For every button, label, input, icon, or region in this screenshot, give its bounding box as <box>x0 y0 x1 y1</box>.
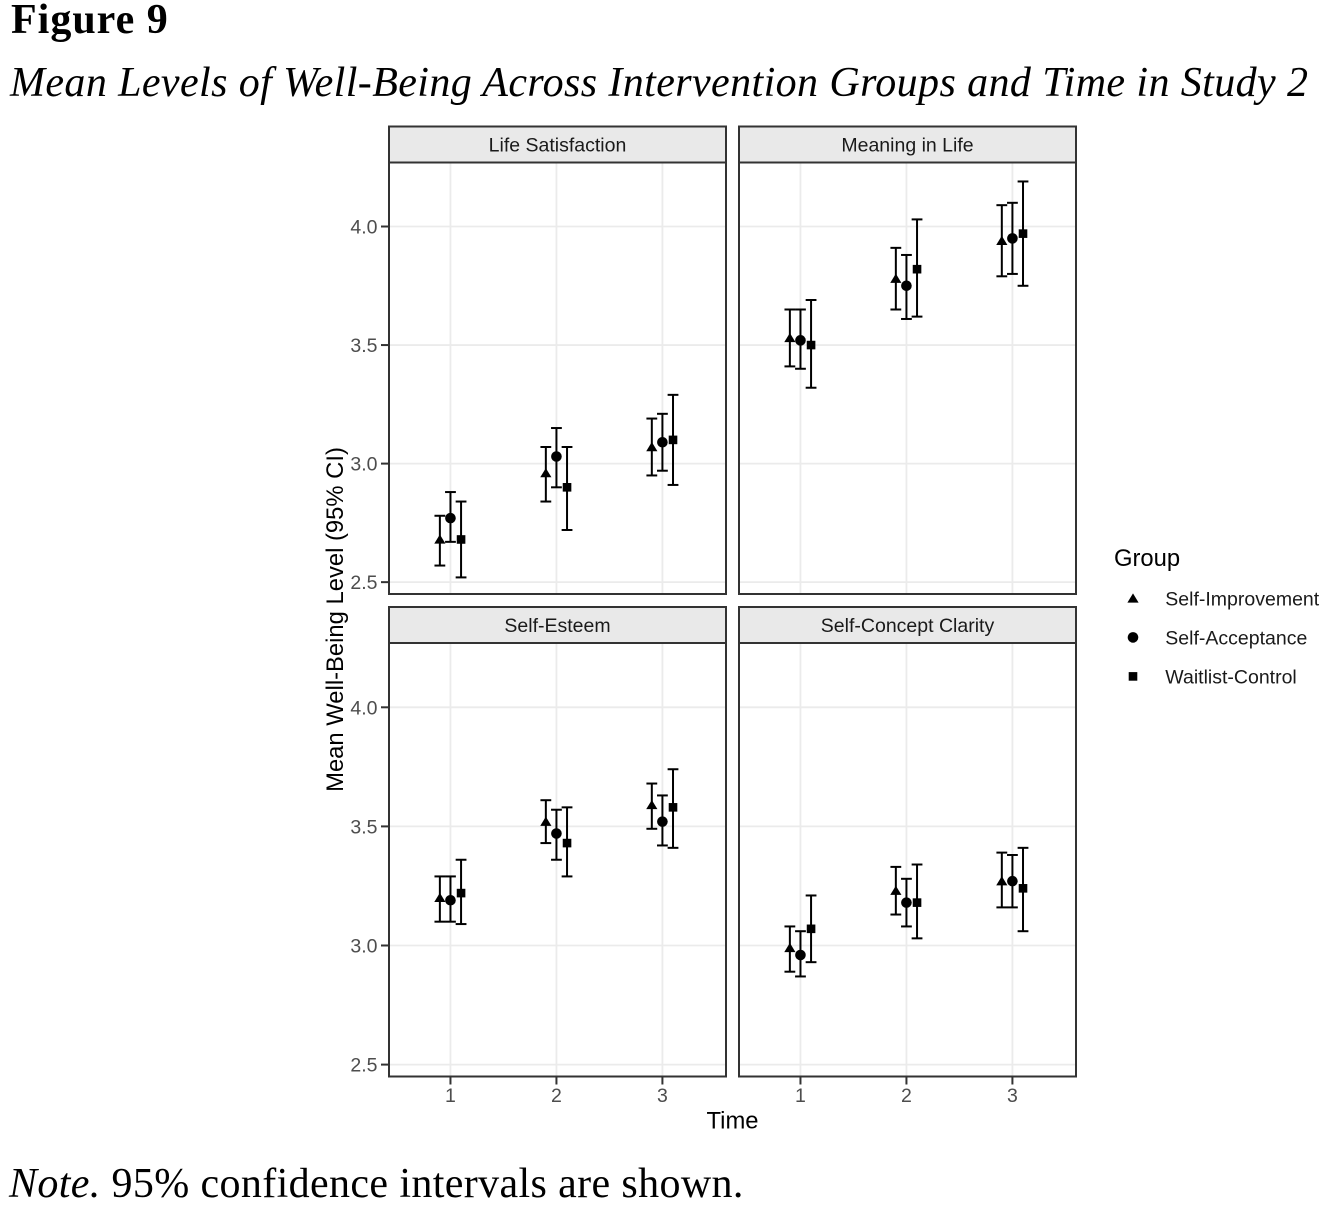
y-tick-label: 3.5 <box>350 335 377 357</box>
legend-key-square <box>1128 672 1138 681</box>
marker-triangle <box>540 468 552 478</box>
x-axis-title: Time <box>707 1108 759 1135</box>
marker-triangle <box>890 885 902 895</box>
legend-key-circle <box>1127 632 1139 643</box>
marker-triangle <box>890 273 902 283</box>
marker-square <box>1018 229 1028 238</box>
marker-square <box>806 924 816 934</box>
note-prefix: Note. <box>9 1160 101 1207</box>
marker-triangle <box>434 892 446 903</box>
facet-strip <box>738 606 1077 644</box>
marker-circle <box>795 335 806 346</box>
marker-triangle <box>646 799 658 810</box>
x-tick-label: 3 <box>1007 1085 1018 1107</box>
marker-circle <box>657 816 668 827</box>
marker-circle <box>795 949 806 961</box>
marker-triangle <box>646 442 658 452</box>
y-tick-label: 3.5 <box>350 817 377 839</box>
facet-strip <box>388 125 727 164</box>
y-tick-label: 2.5 <box>350 572 377 594</box>
marker-circle <box>445 512 456 524</box>
marker-circle <box>1007 875 1018 887</box>
marker-square <box>456 888 466 898</box>
legend-label: Self-Improvement <box>1165 589 1319 611</box>
legend-label: Self-Acceptance <box>1165 628 1307 650</box>
marker-triangle <box>996 876 1008 886</box>
marker-circle <box>551 451 562 462</box>
x-tick-label: 2 <box>901 1085 912 1107</box>
marker-circle <box>445 894 456 906</box>
marker-triangle <box>784 332 796 343</box>
y-tick-label: 3.0 <box>350 936 377 958</box>
marker-triangle <box>996 235 1008 245</box>
facet-strip <box>388 606 727 644</box>
y-tick-label: 4.0 <box>350 217 377 239</box>
marker-square <box>912 898 922 907</box>
facet-strip-label: Meaning in Life <box>841 135 973 157</box>
figure-note: Note. 95% confidence intervals are shown… <box>9 1163 744 1205</box>
y-tick-label: 3.0 <box>350 454 377 476</box>
marker-triangle <box>784 942 796 953</box>
marker-circle <box>901 897 912 908</box>
x-tick-label: 1 <box>445 1085 456 1107</box>
marker-circle <box>657 436 668 448</box>
y-tick-label: 4.0 <box>350 697 377 719</box>
legend-title: Group <box>1114 545 1180 572</box>
marker-square <box>1018 884 1028 893</box>
figure-title: Mean Levels of Well-Being Across Interve… <box>10 60 1309 106</box>
marker-square <box>912 264 922 274</box>
facet-strip-label: Life Satisfaction <box>489 135 627 157</box>
marker-circle <box>901 280 912 292</box>
facet-strip <box>738 125 1077 164</box>
y-axis-title: Mean Well-Being Level (95% CI) <box>322 447 349 792</box>
marker-circle <box>551 828 562 839</box>
x-tick-label: 3 <box>657 1085 668 1107</box>
marker-square <box>562 483 572 492</box>
marker-triangle <box>540 816 552 826</box>
figure-label: Figure 9 <box>11 0 169 43</box>
facet-strip-label: Self-Esteem <box>504 615 610 637</box>
marker-circle <box>1007 233 1018 244</box>
legend-key-triangle <box>1127 593 1139 603</box>
legend-label: Waitlist-Control <box>1165 667 1296 689</box>
marker-square <box>456 535 466 544</box>
y-tick-label: 2.5 <box>350 1055 377 1077</box>
note-text: 95% confidence intervals are shown. <box>100 1160 744 1207</box>
x-tick-label: 2 <box>551 1085 562 1107</box>
marker-triangle <box>434 534 446 544</box>
marker-square <box>668 803 678 812</box>
x-tick-label: 1 <box>795 1085 806 1107</box>
facet-strip-label: Self-Concept Clarity <box>821 615 995 637</box>
marker-square <box>562 838 572 848</box>
marker-square <box>668 435 678 445</box>
marker-square <box>806 340 816 350</box>
